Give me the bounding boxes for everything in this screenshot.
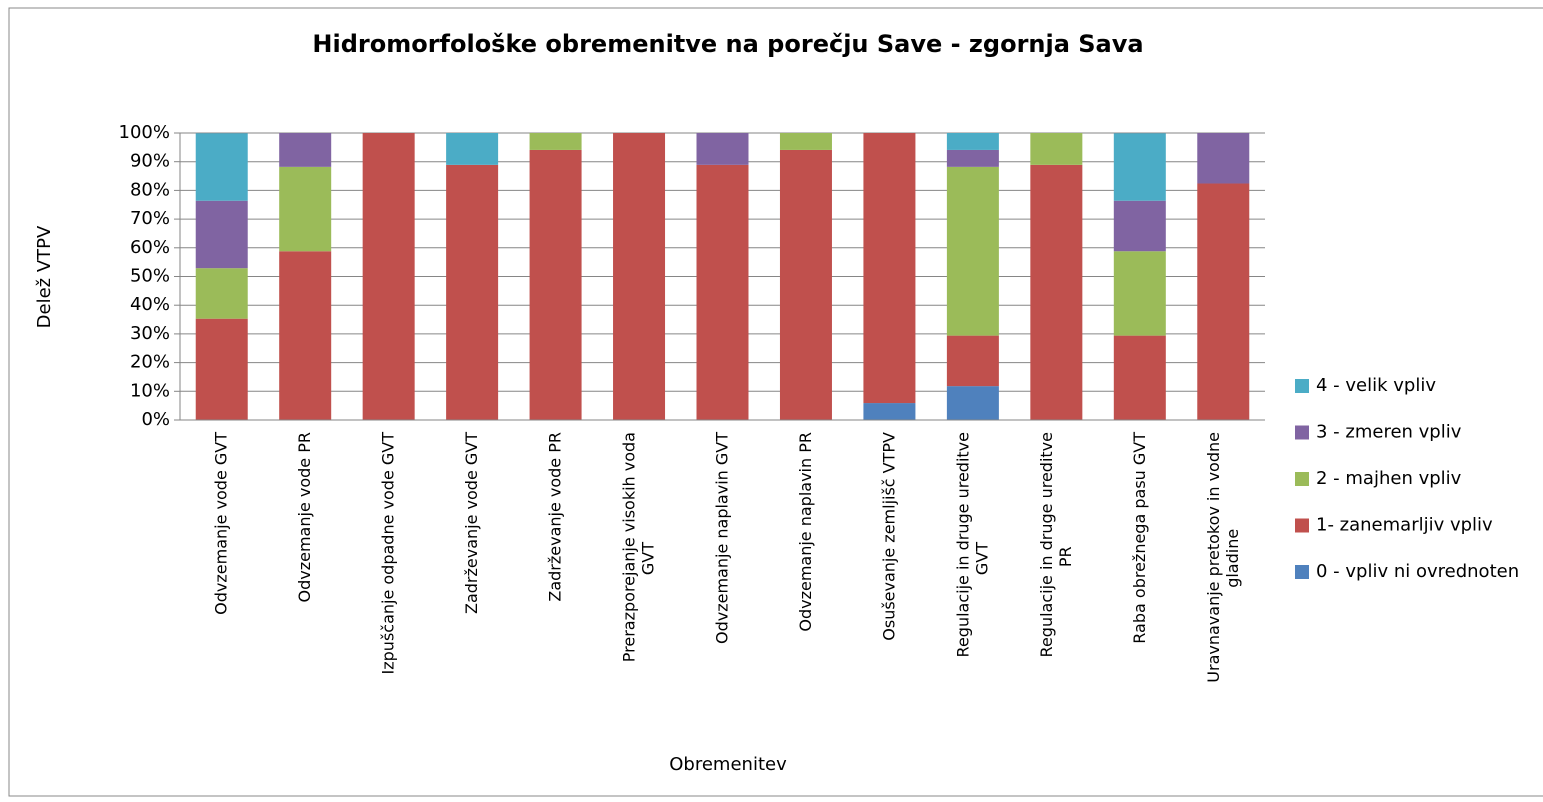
y-tick-label: 80% — [130, 179, 170, 200]
y-tick-label: 50% — [130, 266, 170, 287]
chart-frame — [8, 7, 1543, 797]
bar-segment — [946, 133, 999, 150]
bar-segment — [195, 268, 248, 319]
bar-segment — [195, 200, 248, 269]
x-tick-label: Osuševanje zemljišč VTPV — [879, 432, 898, 641]
x-tick-label: Zadrževanje vode GVT — [462, 432, 481, 614]
legend-swatch — [1295, 472, 1309, 486]
y-tick-label: 0% — [141, 409, 170, 430]
legend-label: 2 - majhen vpliv — [1316, 468, 1462, 489]
bar-segment — [946, 335, 999, 387]
x-tick-label: Izpuščanje odpadne vode GVT — [378, 432, 397, 675]
bar-segment — [279, 133, 332, 167]
bar-segment — [529, 149, 582, 421]
bar-segment — [1030, 133, 1083, 165]
x-tick-label: Odvzemanje naplavin GVT — [712, 432, 731, 644]
y-tick-label: 100% — [119, 122, 170, 143]
bar-segment — [279, 166, 332, 252]
bar-segment — [195, 318, 248, 420]
legend-swatch — [1295, 379, 1309, 393]
bar-segment — [279, 251, 332, 420]
x-axis-title: Obremenitev — [669, 754, 787, 775]
bar-segment — [1197, 133, 1250, 184]
bar-segment — [446, 133, 499, 165]
y-axis-title: Delež VTPV — [34, 225, 55, 328]
bar-segment — [362, 133, 415, 420]
chart-title: Hidromorfološke obremenitve na porečju S… — [312, 30, 1143, 58]
bar-segment — [696, 164, 749, 420]
x-tick-label: Zadrževanje vode PR — [545, 432, 564, 602]
bar-segment — [1113, 251, 1166, 336]
bar-segment — [529, 133, 582, 150]
bar-segment — [195, 133, 248, 201]
y-tick-label: 70% — [130, 208, 170, 229]
y-tick-label: 60% — [130, 237, 170, 258]
bar-segment — [946, 149, 999, 167]
x-tick-label: Regulacije in druge ureditvePR — [1036, 432, 1074, 657]
y-tick-label: 90% — [130, 151, 170, 172]
bar-segment — [779, 133, 832, 150]
y-tick-label: 10% — [130, 380, 170, 401]
x-tick-label: Uravnavanje pretokov in vodnegladine — [1203, 432, 1241, 683]
bar-segment — [946, 166, 999, 336]
x-tick-label: Odvzemanje vode PR — [295, 432, 314, 602]
legend-swatch — [1295, 518, 1309, 533]
bar-segment — [779, 149, 832, 421]
legend-label: 0 - vpliv ni ovrednoten — [1316, 561, 1519, 582]
legend-label: 3 - zmeren vpliv — [1316, 422, 1462, 443]
y-tick-label: 30% — [130, 323, 170, 344]
legend-swatch — [1295, 425, 1309, 440]
bar-segment — [1113, 200, 1166, 252]
bar-segment — [1113, 133, 1166, 201]
bar-segment — [1113, 335, 1166, 420]
y-tick-label: 20% — [130, 352, 170, 373]
bar-segment — [946, 386, 999, 420]
bar-segment — [613, 133, 666, 420]
bar-segment — [696, 133, 749, 165]
x-tick-label: Prerazporejanje visokih vodaGVT — [619, 432, 657, 662]
bar-segment — [446, 164, 499, 420]
legend-label: 4 - velik vpliv — [1316, 375, 1436, 396]
legend-label: 1- zanemarljiv vpliv — [1316, 515, 1493, 536]
bar-segment — [863, 403, 916, 420]
x-tick-label: Regulacije in druge ureditveGVT — [953, 432, 991, 657]
y-tick-label: 40% — [130, 294, 170, 315]
bar-segment — [863, 133, 916, 404]
bar-segment — [1030, 164, 1083, 420]
legend-swatch — [1295, 565, 1309, 579]
x-tick-label: Odvzemanje vode GVT — [211, 432, 230, 615]
bar-segment — [1197, 183, 1250, 420]
x-tick-label: Odvzemanje naplavin PR — [795, 432, 814, 632]
x-tick-label: Raba obrežnega pasu GVT — [1129, 432, 1148, 644]
